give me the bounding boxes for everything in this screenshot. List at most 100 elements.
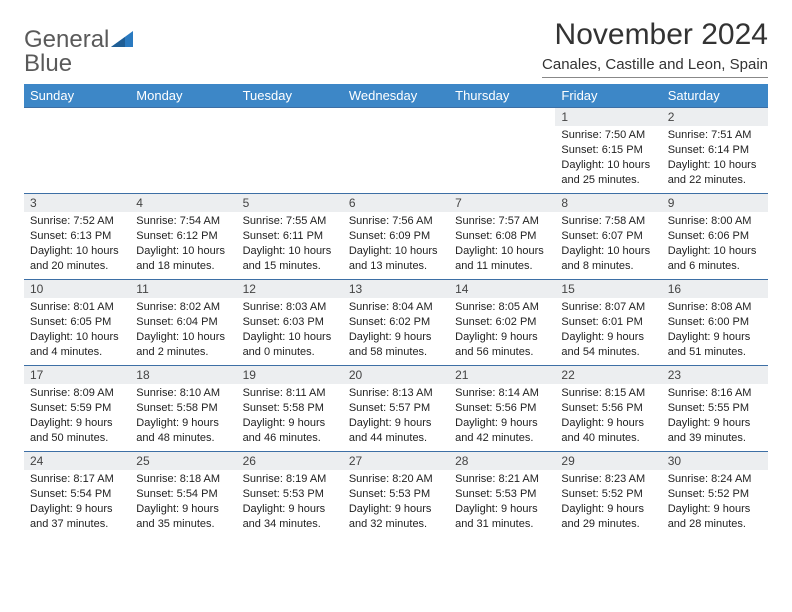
logo-text: General Blue [24, 26, 133, 76]
day-info: Sunrise: 7:54 AMSunset: 6:12 PMDaylight:… [130, 212, 236, 277]
calendar-row: 17Sunrise: 8:09 AMSunset: 5:59 PMDayligh… [24, 366, 768, 452]
day-info-line: Daylight: 9 hours [136, 416, 230, 431]
day-info-line: Sunset: 5:56 PM [455, 401, 549, 416]
day-info-line: and 32 minutes. [349, 517, 443, 532]
day-info-line: Sunset: 5:52 PM [561, 487, 655, 502]
day-info-line: Sunrise: 8:08 AM [668, 300, 762, 315]
location: Canales, Castille and Leon, Spain [542, 56, 768, 73]
day-info: Sunrise: 8:08 AMSunset: 6:00 PMDaylight:… [662, 298, 768, 363]
day-info-line: Daylight: 9 hours [349, 502, 443, 517]
day-info: Sunrise: 8:05 AMSunset: 6:02 PMDaylight:… [449, 298, 555, 363]
day-info: Sunrise: 7:57 AMSunset: 6:08 PMDaylight:… [449, 212, 555, 277]
day-info-line: and 34 minutes. [243, 517, 337, 532]
calendar-cell: 18Sunrise: 8:10 AMSunset: 5:58 PMDayligh… [130, 366, 236, 452]
day-number: 28 [449, 452, 555, 470]
day-info-line: and 8 minutes. [561, 259, 655, 274]
calendar-cell: 30Sunrise: 8:24 AMSunset: 5:52 PMDayligh… [662, 452, 768, 538]
calendar-cell [449, 108, 555, 194]
day-number: 12 [237, 280, 343, 298]
calendar-cell: 2Sunrise: 7:51 AMSunset: 6:14 PMDaylight… [662, 108, 768, 194]
day-info-line: Daylight: 10 hours [30, 244, 124, 259]
day-info-line: and 35 minutes. [136, 517, 230, 532]
day-info-line: Daylight: 9 hours [30, 502, 124, 517]
day-number: 5 [237, 194, 343, 212]
day-info: Sunrise: 8:07 AMSunset: 6:01 PMDaylight:… [555, 298, 661, 363]
day-info-line: Daylight: 10 hours [455, 244, 549, 259]
day-info: Sunrise: 8:17 AMSunset: 5:54 PMDaylight:… [24, 470, 130, 535]
day-info-line: and 54 minutes. [561, 345, 655, 360]
day-info-line: Sunrise: 7:58 AM [561, 214, 655, 229]
calendar-cell: 7Sunrise: 7:57 AMSunset: 6:08 PMDaylight… [449, 194, 555, 280]
calendar-cell [237, 108, 343, 194]
day-info-line: and 50 minutes. [30, 431, 124, 446]
day-info-line: Daylight: 9 hours [561, 416, 655, 431]
day-info-line: Sunrise: 8:07 AM [561, 300, 655, 315]
day-info-line: and 58 minutes. [349, 345, 443, 360]
calendar-cell: 15Sunrise: 8:07 AMSunset: 6:01 PMDayligh… [555, 280, 661, 366]
calendar-cell: 4Sunrise: 7:54 AMSunset: 6:12 PMDaylight… [130, 194, 236, 280]
calendar-cell: 29Sunrise: 8:23 AMSunset: 5:52 PMDayligh… [555, 452, 661, 538]
day-info-line: and 37 minutes. [30, 517, 124, 532]
day-info: Sunrise: 8:09 AMSunset: 5:59 PMDaylight:… [24, 384, 130, 449]
day-info-line: and 28 minutes. [668, 517, 762, 532]
day-info-line: and 18 minutes. [136, 259, 230, 274]
calendar-cell: 10Sunrise: 8:01 AMSunset: 6:05 PMDayligh… [24, 280, 130, 366]
day-number: 7 [449, 194, 555, 212]
day-info: Sunrise: 8:13 AMSunset: 5:57 PMDaylight:… [343, 384, 449, 449]
day-number: 25 [130, 452, 236, 470]
day-info-line: Sunset: 6:08 PM [455, 229, 549, 244]
calendar-cell: 28Sunrise: 8:21 AMSunset: 5:53 PMDayligh… [449, 452, 555, 538]
calendar-cell: 3Sunrise: 7:52 AMSunset: 6:13 PMDaylight… [24, 194, 130, 280]
day-info: Sunrise: 8:20 AMSunset: 5:53 PMDaylight:… [343, 470, 449, 535]
weekday-header: Wednesday [343, 84, 449, 108]
title-rule [542, 77, 768, 78]
day-info: Sunrise: 8:15 AMSunset: 5:56 PMDaylight:… [555, 384, 661, 449]
month-title: November 2024 [542, 18, 768, 52]
day-info-line: and 15 minutes. [243, 259, 337, 274]
day-info-line: Daylight: 9 hours [561, 330, 655, 345]
calendar-cell: 20Sunrise: 8:13 AMSunset: 5:57 PMDayligh… [343, 366, 449, 452]
calendar-cell: 13Sunrise: 8:04 AMSunset: 6:02 PMDayligh… [343, 280, 449, 366]
day-info-line: Daylight: 9 hours [136, 502, 230, 517]
calendar-cell: 12Sunrise: 8:03 AMSunset: 6:03 PMDayligh… [237, 280, 343, 366]
calendar-cell: 6Sunrise: 7:56 AMSunset: 6:09 PMDaylight… [343, 194, 449, 280]
calendar-cell: 19Sunrise: 8:11 AMSunset: 5:58 PMDayligh… [237, 366, 343, 452]
day-info-line: Daylight: 10 hours [243, 330, 337, 345]
day-info-line: Daylight: 9 hours [349, 416, 443, 431]
logo-triangle-icon [111, 28, 133, 52]
day-number: 19 [237, 366, 343, 384]
day-info-line: Daylight: 9 hours [243, 502, 337, 517]
day-number: 23 [662, 366, 768, 384]
day-info-line: Sunrise: 8:24 AM [668, 472, 762, 487]
calendar-cell [343, 108, 449, 194]
day-info-line: Sunrise: 8:05 AM [455, 300, 549, 315]
day-info: Sunrise: 8:01 AMSunset: 6:05 PMDaylight:… [24, 298, 130, 363]
day-info: Sunrise: 8:02 AMSunset: 6:04 PMDaylight:… [130, 298, 236, 363]
day-info-line: and 13 minutes. [349, 259, 443, 274]
logo-line2: Blue [24, 52, 133, 76]
day-info-line: Sunrise: 8:20 AM [349, 472, 443, 487]
calendar-page: General Blue November 2024 Canales, Cast… [0, 0, 792, 538]
day-info-line: Sunset: 6:11 PM [243, 229, 337, 244]
day-info: Sunrise: 8:03 AMSunset: 6:03 PMDaylight:… [237, 298, 343, 363]
day-info-line: Sunrise: 8:16 AM [668, 386, 762, 401]
weekday-header: Thursday [449, 84, 555, 108]
day-number: 9 [662, 194, 768, 212]
calendar-cell: 14Sunrise: 8:05 AMSunset: 6:02 PMDayligh… [449, 280, 555, 366]
calendar-cell: 5Sunrise: 7:55 AMSunset: 6:11 PMDaylight… [237, 194, 343, 280]
day-number: 29 [555, 452, 661, 470]
day-number: 24 [24, 452, 130, 470]
day-number: 6 [343, 194, 449, 212]
calendar-cell: 25Sunrise: 8:18 AMSunset: 5:54 PMDayligh… [130, 452, 236, 538]
day-info-line: Daylight: 9 hours [668, 502, 762, 517]
day-info-line: Sunrise: 8:13 AM [349, 386, 443, 401]
day-info: Sunrise: 7:51 AMSunset: 6:14 PMDaylight:… [662, 126, 768, 191]
day-number: 15 [555, 280, 661, 298]
day-number: 21 [449, 366, 555, 384]
day-number: 30 [662, 452, 768, 470]
day-info-line: Sunset: 5:53 PM [455, 487, 549, 502]
day-number: 13 [343, 280, 449, 298]
day-info-line: Sunset: 5:58 PM [136, 401, 230, 416]
day-info-line: and 39 minutes. [668, 431, 762, 446]
day-info-line: Sunrise: 8:17 AM [30, 472, 124, 487]
